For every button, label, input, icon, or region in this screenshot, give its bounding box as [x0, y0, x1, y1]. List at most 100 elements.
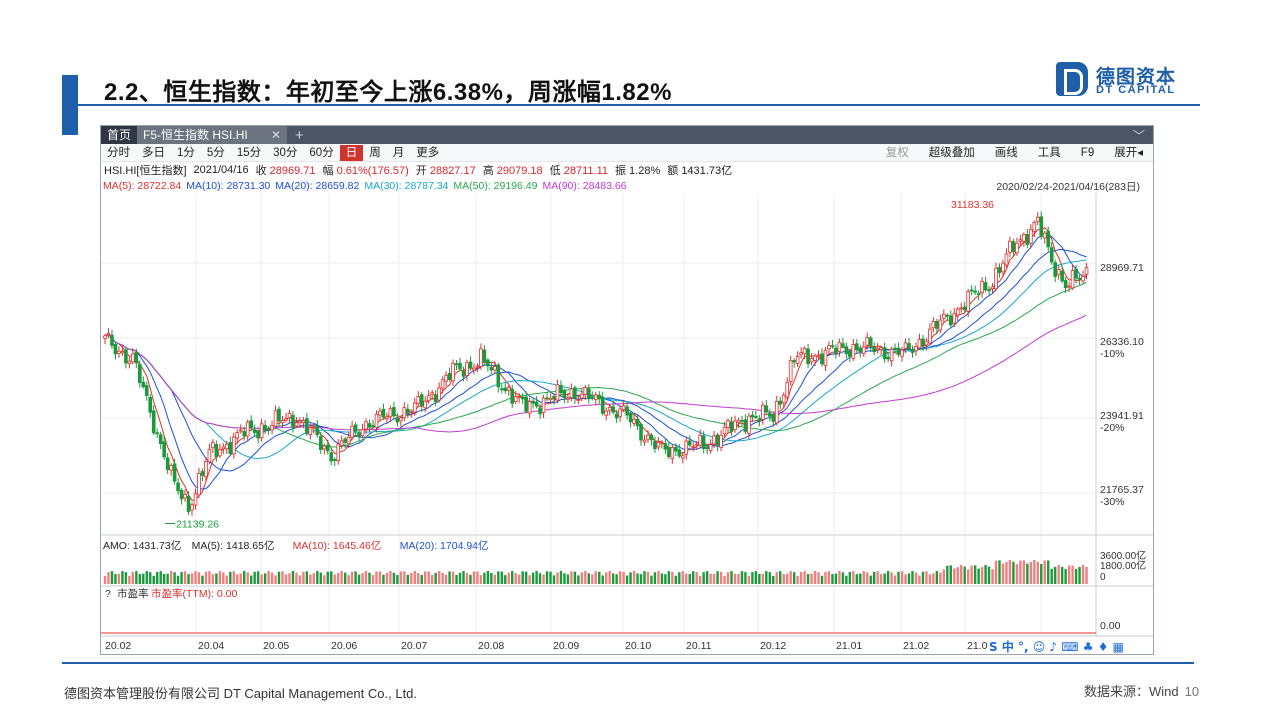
volume-bar — [932, 573, 935, 584]
volume-bar — [336, 573, 340, 584]
candle-body — [204, 461, 208, 478]
candle-body — [124, 349, 128, 364]
candle-body — [308, 427, 313, 436]
volume-bar — [671, 571, 674, 584]
period-day[interactable]: 日 — [339, 144, 364, 161]
candle-body — [332, 458, 337, 461]
candle-body — [667, 447, 671, 458]
period-1min[interactable]: 1分 — [177, 146, 195, 159]
candle-body — [322, 445, 327, 450]
date-range-label[interactable]: 2020/02/24-2021/04/16(283日) — [996, 181, 1140, 193]
candle-body — [1081, 276, 1085, 282]
kline-chart[interactable]: 31183.36 21139.26 28969.71 26336.10-10% 2394… — [101, 193, 1154, 655]
candle-body — [952, 312, 957, 324]
period-60min[interactable]: 60分 — [309, 146, 334, 159]
period-intraday[interactable]: 分时 — [107, 146, 130, 159]
candle-body — [120, 351, 125, 354]
candle-body — [472, 367, 476, 371]
draw-button[interactable]: 画线 — [994, 146, 1018, 159]
volume-bar — [511, 571, 514, 584]
candle-body — [312, 426, 316, 429]
volume-bar — [660, 573, 664, 584]
candle-body — [294, 422, 299, 427]
volume-bar — [559, 571, 563, 584]
period-more[interactable]: 更多 — [416, 146, 440, 159]
candle-body — [621, 405, 626, 410]
candle-body — [1084, 267, 1089, 275]
candle-body — [945, 314, 950, 317]
chevron-down-icon[interactable]: ﹀ — [1132, 128, 1145, 143]
volume-bar — [653, 572, 657, 584]
candle-body — [660, 442, 664, 445]
volume-bar — [605, 572, 608, 584]
volume-bar — [608, 571, 611, 584]
volume-bar — [939, 572, 942, 584]
tab-home[interactable]: 首页 — [101, 126, 138, 144]
candle-body — [997, 267, 1002, 273]
period-multiday[interactable]: 多日 — [142, 146, 165, 159]
candle-body — [416, 396, 421, 405]
overlay-button[interactable]: 超级叠加 — [928, 146, 975, 159]
candle-body — [346, 436, 351, 445]
logo-cn: 德图资本 — [1096, 67, 1177, 88]
candle-body — [834, 347, 838, 354]
price-axis-tick: 23941.91 — [1100, 410, 1144, 422]
volume-bar — [862, 571, 865, 584]
volume-bar — [1071, 565, 1074, 584]
add-tab-icon[interactable]: + — [295, 126, 304, 144]
volume-bar — [747, 575, 751, 584]
period-15min[interactable]: 15分 — [236, 146, 262, 159]
volume-bar — [507, 572, 510, 584]
candle-body — [628, 412, 633, 423]
candle-body — [541, 397, 546, 413]
x-axis-tick: 20.08 — [478, 640, 504, 652]
period-5min[interactable]: 5分 — [206, 146, 225, 159]
candle-body — [767, 412, 772, 417]
candle-body — [614, 413, 619, 419]
adjust-button[interactable]: 复权 — [885, 146, 909, 159]
candle-body — [1008, 240, 1012, 253]
candle-body — [378, 410, 382, 416]
candle-body — [865, 337, 870, 346]
candle-body — [193, 493, 198, 506]
candle-body — [179, 489, 184, 500]
volume-bar — [730, 571, 733, 584]
candle-body — [343, 438, 347, 443]
candle-body — [134, 351, 139, 364]
volume-bar — [232, 571, 235, 584]
expand-button[interactable]: 展开◂ — [1114, 146, 1143, 159]
candle-body — [705, 446, 709, 450]
f9-button[interactable]: F9 — [1080, 146, 1095, 159]
volume-bar — [124, 572, 128, 584]
volume-bar — [350, 571, 354, 584]
candle-body — [942, 313, 946, 319]
change-quote: 幅 0.61%(176.57) — [322, 165, 409, 177]
volume-bar — [566, 574, 570, 584]
candle-body — [1022, 234, 1026, 242]
volume-bar — [476, 571, 479, 584]
candle-body — [677, 449, 682, 457]
volume-bar — [977, 568, 980, 584]
candle-body — [555, 384, 560, 401]
volume-bar — [236, 574, 239, 584]
tools-button[interactable]: 工具 — [1037, 146, 1061, 159]
volume-bar — [434, 572, 437, 584]
candle-body — [524, 396, 528, 412]
period-30min[interactable]: 30分 — [273, 146, 298, 159]
period-week[interactable]: 周 — [369, 146, 381, 159]
candle-body — [158, 434, 163, 444]
volume-bar — [270, 572, 274, 584]
period-month[interactable]: 月 — [392, 146, 405, 159]
volume-bar — [448, 571, 451, 584]
candle-body — [552, 395, 556, 400]
candle-body — [674, 446, 678, 452]
volume-bar — [973, 565, 977, 584]
volume-bar — [629, 572, 632, 584]
candle-body — [138, 364, 142, 383]
candle-body — [733, 420, 737, 431]
candle-body — [273, 410, 278, 427]
close-icon[interactable]: ✕ — [270, 128, 282, 142]
volume-bar — [852, 571, 855, 584]
x-axis-tick: 21.01 — [836, 640, 862, 652]
tab-hsi[interactable]: F5-恒生指数 HSI.HI ✕ — [137, 126, 288, 144]
